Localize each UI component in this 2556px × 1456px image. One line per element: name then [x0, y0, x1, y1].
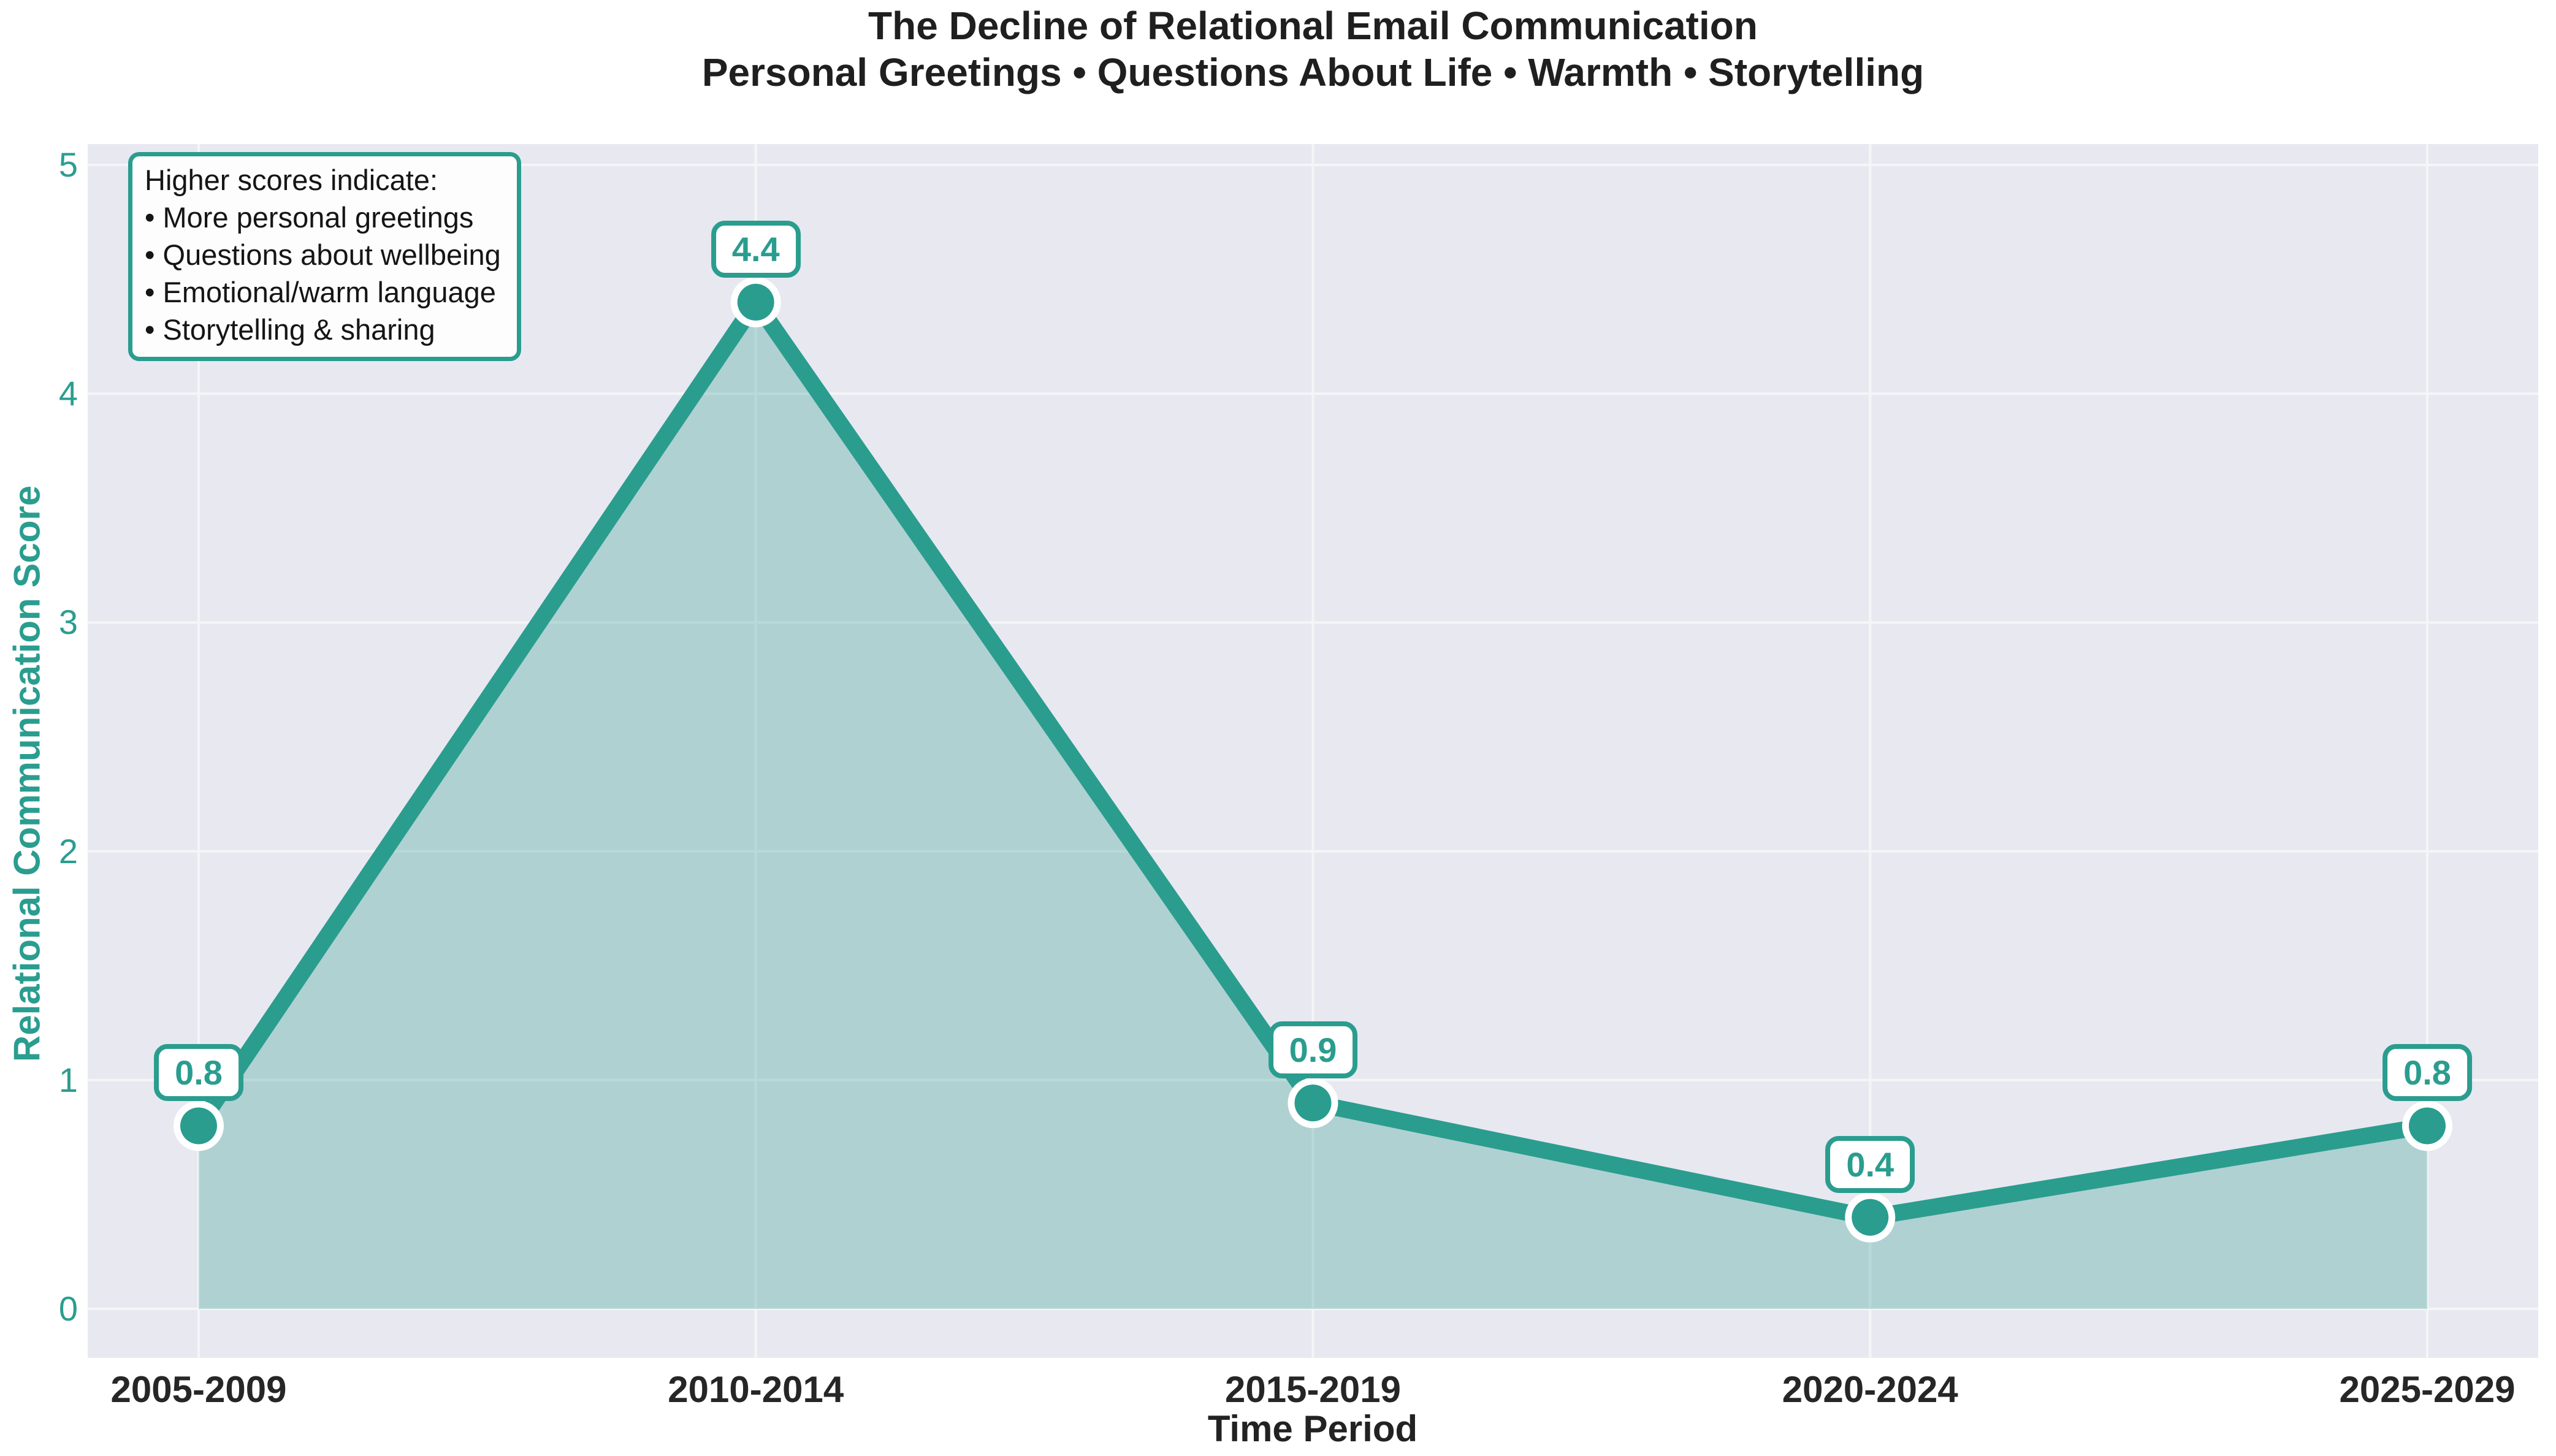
- y-axis-tick-label: 5: [58, 145, 78, 184]
- data-point-marker: [1294, 1084, 1332, 1122]
- y-axis-tick-label: 0: [58, 1289, 78, 1328]
- area-fill: [199, 302, 2427, 1309]
- data-point-label: 0.4: [1825, 1135, 1915, 1193]
- data-point-label: 0.9: [1268, 1021, 1358, 1079]
- x-axis-tick-label: 2025-2029: [2339, 1369, 2516, 1410]
- data-point-marker: [737, 283, 774, 321]
- annotation-bullet: • Questions about wellbeing: [145, 238, 501, 271]
- data-point-marker: [180, 1107, 217, 1145]
- x-axis-tick-label: 2015-2019: [1225, 1369, 1401, 1410]
- annotation-box: Higher scores indicate: • More personal …: [128, 152, 521, 361]
- annotation-title: Higher scores indicate:: [145, 164, 438, 196]
- x-axis-tick-label: 2010-2014: [668, 1369, 844, 1410]
- y-axis-label: Relational Communication Score: [6, 485, 48, 1062]
- data-point-label: 0.8: [154, 1044, 243, 1102]
- data-point-label: 0.8: [2382, 1044, 2472, 1102]
- data-point-marker: [2409, 1107, 2446, 1145]
- plot-area: Higher scores indicate: • More personal …: [88, 144, 2538, 1358]
- chart-title: The Decline of Relational Email Communic…: [868, 4, 1758, 48]
- data-point-label: 4.4: [711, 220, 801, 278]
- y-axis-tick-label: 3: [58, 603, 78, 642]
- chart-subtitle: Personal Greetings • Questions About Lif…: [701, 50, 1925, 94]
- y-axis-tick-label: 1: [58, 1060, 78, 1099]
- data-point-marker: [1852, 1199, 1889, 1236]
- chart-header: The Decline of Relational Email Communic…: [88, 2, 2538, 96]
- x-axis-tick-label: 2005-2009: [110, 1369, 287, 1410]
- y-axis-tick-label: 4: [58, 374, 78, 413]
- annotation-bullet: • More personal greetings: [145, 201, 474, 234]
- annotation-bullet: • Emotional/warm language: [145, 276, 496, 308]
- y-axis-tick-label: 2: [58, 831, 78, 871]
- x-axis-label: Time Period: [1207, 1408, 1418, 1449]
- x-axis-tick-label: 2020-2024: [1782, 1369, 1958, 1410]
- annotation-bullet: • Storytelling & sharing: [145, 313, 435, 346]
